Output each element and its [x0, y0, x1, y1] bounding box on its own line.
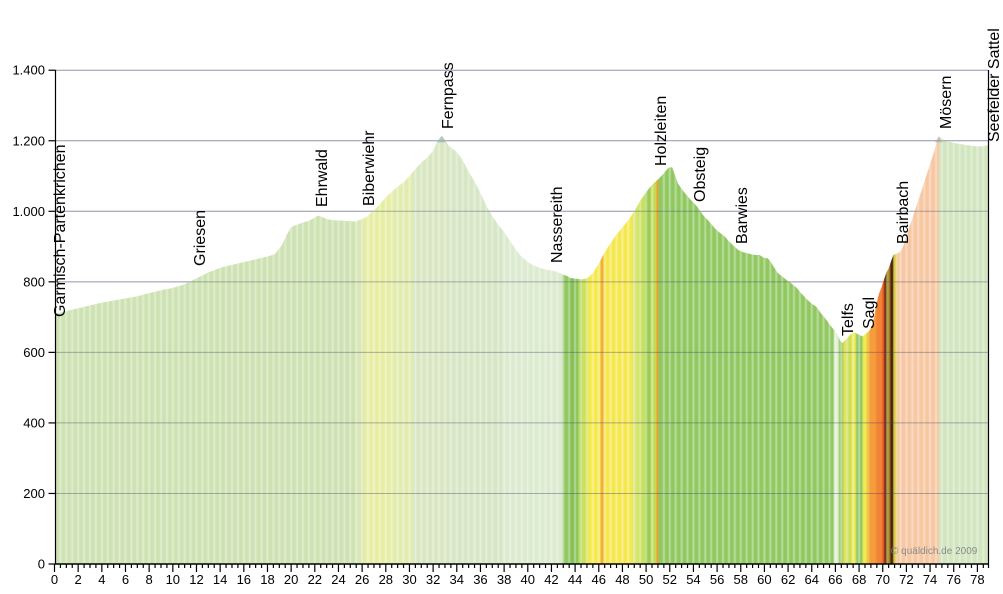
svg-text:0: 0: [51, 572, 58, 587]
svg-text:44: 44: [568, 572, 582, 587]
svg-text:52: 52: [663, 572, 677, 587]
svg-text:18: 18: [260, 572, 274, 587]
svg-text:Bairbach: Bairbach: [895, 181, 912, 244]
svg-text:42: 42: [544, 572, 558, 587]
svg-text:50: 50: [639, 572, 653, 587]
svg-text:38: 38: [497, 572, 511, 587]
svg-text:28: 28: [379, 572, 393, 587]
svg-text:48: 48: [615, 572, 629, 587]
svg-text:56: 56: [710, 572, 724, 587]
svg-text:0: 0: [38, 557, 45, 572]
svg-text:20: 20: [284, 572, 298, 587]
svg-text:Barwies: Barwies: [734, 187, 751, 244]
svg-text:Biberwiehr: Biberwiehr: [361, 130, 378, 206]
svg-text:Sagl: Sagl: [861, 297, 878, 329]
svg-text:30: 30: [402, 572, 416, 587]
svg-text:14: 14: [213, 572, 227, 587]
svg-text:1.000: 1.000: [12, 204, 45, 219]
svg-text:Nassereith: Nassereith: [549, 187, 566, 263]
svg-text:Griesen: Griesen: [192, 210, 209, 266]
svg-text:400: 400: [23, 415, 45, 430]
svg-text:Ehrwald: Ehrwald: [314, 149, 331, 207]
svg-text:76: 76: [946, 572, 960, 587]
svg-text:62: 62: [781, 572, 795, 587]
svg-text:200: 200: [23, 486, 45, 501]
svg-text:1.400: 1.400: [12, 63, 45, 78]
svg-text:60: 60: [757, 572, 771, 587]
svg-text:70: 70: [876, 572, 890, 587]
svg-text:© quäldich.de 2009: © quäldich.de 2009: [891, 546, 978, 557]
svg-text:22: 22: [308, 572, 322, 587]
svg-text:6: 6: [122, 572, 129, 587]
svg-text:600: 600: [23, 345, 45, 360]
svg-text:10: 10: [166, 572, 180, 587]
svg-text:Garmisch-Partenkrichen: Garmisch-Partenkrichen: [52, 145, 69, 318]
svg-text:8: 8: [146, 572, 153, 587]
svg-text:26: 26: [355, 572, 369, 587]
svg-text:Obsteig: Obsteig: [692, 147, 709, 202]
svg-text:64: 64: [805, 572, 819, 587]
svg-text:Mösern: Mösern: [938, 76, 955, 129]
svg-text:78: 78: [970, 572, 984, 587]
svg-text:68: 68: [852, 572, 866, 587]
svg-text:16: 16: [237, 572, 251, 587]
svg-text:Fernpass: Fernpass: [440, 62, 457, 129]
svg-text:58: 58: [734, 572, 748, 587]
svg-text:36: 36: [473, 572, 487, 587]
svg-text:34: 34: [450, 572, 464, 587]
svg-text:54: 54: [686, 572, 700, 587]
svg-text:32: 32: [426, 572, 440, 587]
svg-text:800: 800: [23, 274, 45, 289]
svg-text:72: 72: [899, 572, 913, 587]
svg-text:1.200: 1.200: [12, 133, 45, 148]
svg-text:Seefelder Sattel: Seefelder Sattel: [986, 28, 1003, 142]
svg-text:2: 2: [75, 572, 82, 587]
svg-text:Holzleiten: Holzleiten: [653, 96, 670, 166]
svg-text:4: 4: [98, 572, 105, 587]
svg-text:40: 40: [521, 572, 535, 587]
svg-text:66: 66: [828, 572, 842, 587]
svg-text:12: 12: [189, 572, 203, 587]
svg-text:74: 74: [923, 572, 937, 587]
svg-text:Telfs: Telfs: [840, 303, 857, 336]
svg-text:24: 24: [331, 572, 345, 587]
svg-text:46: 46: [592, 572, 606, 587]
